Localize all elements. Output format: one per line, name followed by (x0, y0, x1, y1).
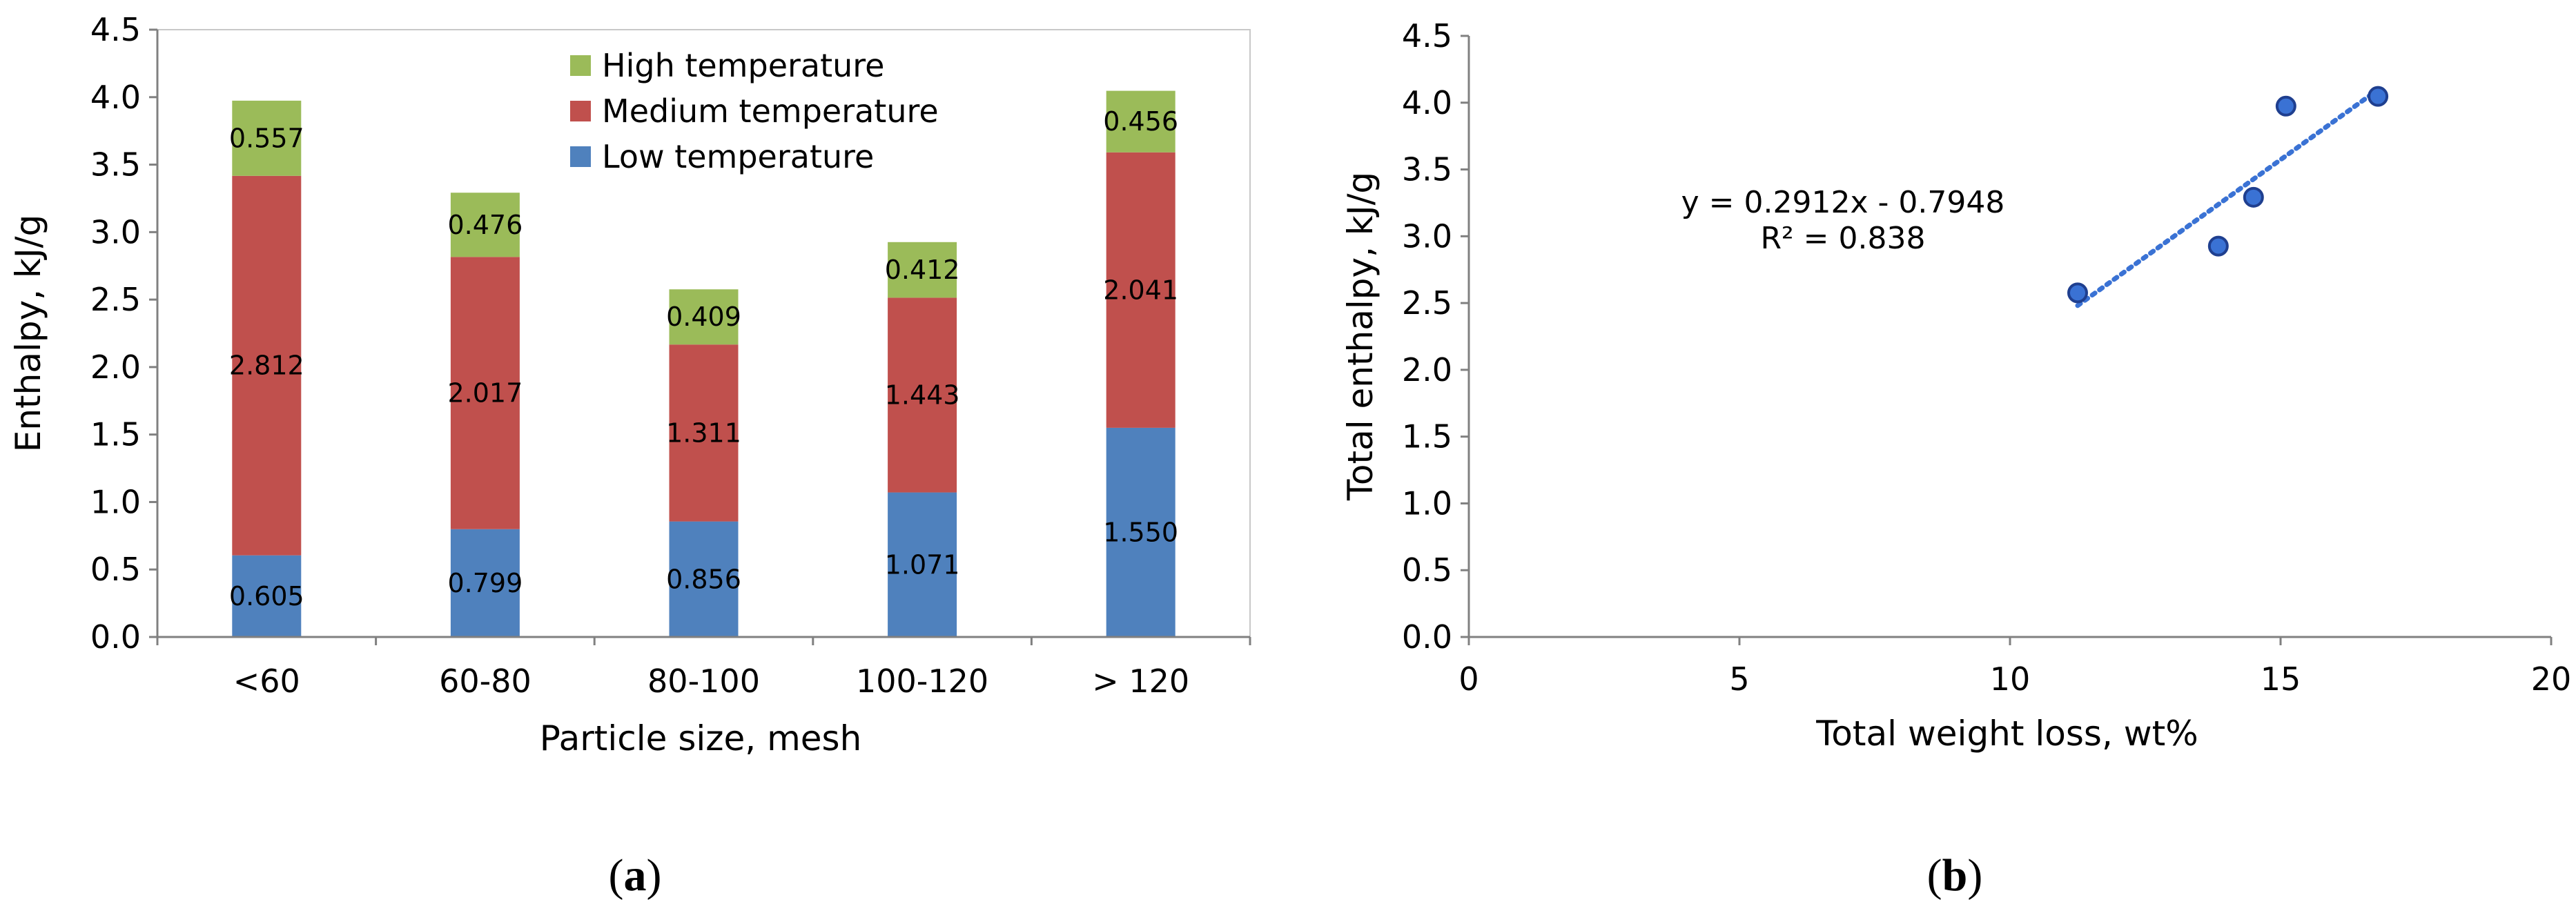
bar-segment (450, 193, 520, 257)
legend-label: Low temperature (602, 138, 874, 175)
data-point (2067, 282, 2088, 304)
bar-segment (888, 297, 957, 493)
legend-swatch (570, 55, 591, 76)
bar-value-label: 0.456 (1103, 106, 1178, 137)
x-tick-label: > 120 (1092, 663, 1189, 700)
bar-value-label: 0.412 (885, 255, 960, 285)
panel-label-a: (a) (609, 850, 662, 901)
y-tick-label: 1.0 (1402, 484, 1452, 522)
y-axis-title: Total enthalpy, kJ/g (1340, 172, 1380, 501)
bar-stacks (232, 90, 1175, 637)
y-tick-label: 4.5 (90, 11, 141, 48)
r-squared: R² = 0.838 (1760, 221, 1925, 256)
x-tick-label: 5 (1729, 660, 1749, 698)
y-tick-label: 2.5 (90, 281, 141, 318)
bar-value-label: 1.311 (666, 418, 741, 448)
y-tick-label: 0.5 (90, 551, 141, 588)
legend-swatch (570, 146, 591, 167)
x-axis-title: Particle size, mesh (540, 718, 862, 758)
legend: High temperature Medium temperature Low te… (570, 47, 939, 175)
y-tick-label: 3.0 (90, 213, 141, 251)
y-tick-label: 2.0 (1402, 351, 1452, 389)
bar-segment (232, 175, 302, 556)
y-tick-label: 4.0 (1402, 84, 1452, 121)
y-tick-label: 1.5 (90, 416, 141, 453)
y-tick-label: 0.5 (1402, 551, 1452, 589)
bar-segment (888, 492, 957, 637)
data-point (2243, 186, 2264, 208)
data-point (2368, 86, 2389, 107)
y-tick-label: 0.0 (1402, 618, 1452, 656)
y-tick-label: 4.5 (1402, 17, 1452, 55)
bar-segment (450, 257, 520, 529)
bar-value-labels: 0.605 2.812 0.557 0.799 2.017 0.476 0.856 1.311… (229, 106, 1178, 611)
legend-label: Medium temperature (602, 92, 939, 130)
x-tick-label: 10 (1990, 660, 2031, 698)
bar-value-label: 2.017 (448, 378, 523, 409)
bar-value-label: 2.812 (229, 351, 304, 381)
stacked-bar-chart: 0.0 0.5 1.0 1.5 2.0 2.5 3.0 3.5 4.0 4.5 <60 60-80 8… (8, 11, 1251, 901)
panel-letter-b: b (1942, 850, 1968, 901)
y-tick-label: 3.0 (1402, 217, 1452, 255)
bar-value-label: 0.856 (666, 564, 741, 594)
bar-value-label: 0.605 (229, 581, 304, 611)
bar-segment (232, 555, 302, 637)
x-tick-label: 80-100 (647, 663, 760, 700)
y-tick-label: 3.5 (1402, 151, 1452, 188)
legend-label: High temperature (602, 47, 885, 84)
y-axis-title: Enthalpy, kJ/g (8, 215, 48, 453)
y-tick-label: 4.0 (90, 79, 141, 116)
x-tick-label: <60 (233, 663, 300, 700)
y-tick-label: 3.5 (90, 146, 141, 184)
bar-value-label: 1.443 (885, 380, 960, 410)
bar-segment (232, 100, 302, 176)
bar-value-label: 1.071 (885, 549, 960, 580)
x-axis-title: Total weight loss, wt% (1815, 714, 2198, 754)
bar-segment (1106, 90, 1175, 153)
y-tick-label: 2.5 (1402, 284, 1452, 322)
data-point (2207, 235, 2229, 257)
panel-letter-a: a (624, 850, 647, 901)
bar-value-label: 0.799 (448, 568, 523, 598)
bar-value-label: 0.476 (448, 210, 523, 240)
x-tick-label: 20 (2531, 660, 2572, 698)
bar-segment (888, 242, 957, 298)
panel-label-b: (b) (1927, 850, 1983, 901)
y-tick-label: 1.0 (90, 483, 141, 520)
bar-segment (669, 344, 739, 522)
bar-value-label: 1.550 (1103, 517, 1178, 547)
trendline (2075, 87, 2381, 308)
bar-value-label: 2.041 (1103, 275, 1178, 305)
bar-segment (669, 289, 739, 345)
bar-segment (450, 529, 520, 637)
trendline-equation: y = 0.2912x - 0.7948 (1681, 185, 2005, 220)
bar-segment (669, 521, 739, 637)
bar-value-label: 0.409 (666, 302, 741, 332)
x-tick-label: 15 (2261, 660, 2301, 698)
data-point (2275, 95, 2296, 117)
x-axis-ticks: <60 60-80 80-100 100-120 > 120 (156, 637, 1251, 700)
bar-value-label: 0.557 (229, 123, 304, 153)
x-axis-ticks: 0 5 10 15 20 (1458, 637, 2571, 698)
scatter-chart: 0.00.51.01.52.02.53.03.54.04.5 0 5 10 15 20 … (1340, 17, 2571, 901)
bar-segment (1106, 152, 1175, 428)
x-tick-label: 0 (1458, 660, 1479, 698)
y-axis-ticks: 0.0 0.5 1.0 1.5 2.0 2.5 3.0 3.5 4.0 4.5 (90, 11, 157, 656)
bar-segment (1106, 427, 1175, 637)
y-axis-ticks: 0.0 0.5 1.0 1.5 2.0 2.5 3.0 3.5 4.0 4.5 (1402, 17, 1469, 656)
x-tick-label: 60-80 (439, 663, 531, 700)
legend-swatch (570, 101, 591, 121)
y-tick-label: 1.5 (1402, 418, 1452, 455)
y-tick-label: 0.0 (90, 618, 141, 656)
x-tick-label: 100-120 (856, 663, 988, 700)
y-tick-label: 2.0 (90, 349, 141, 386)
data-points (2067, 86, 2389, 304)
